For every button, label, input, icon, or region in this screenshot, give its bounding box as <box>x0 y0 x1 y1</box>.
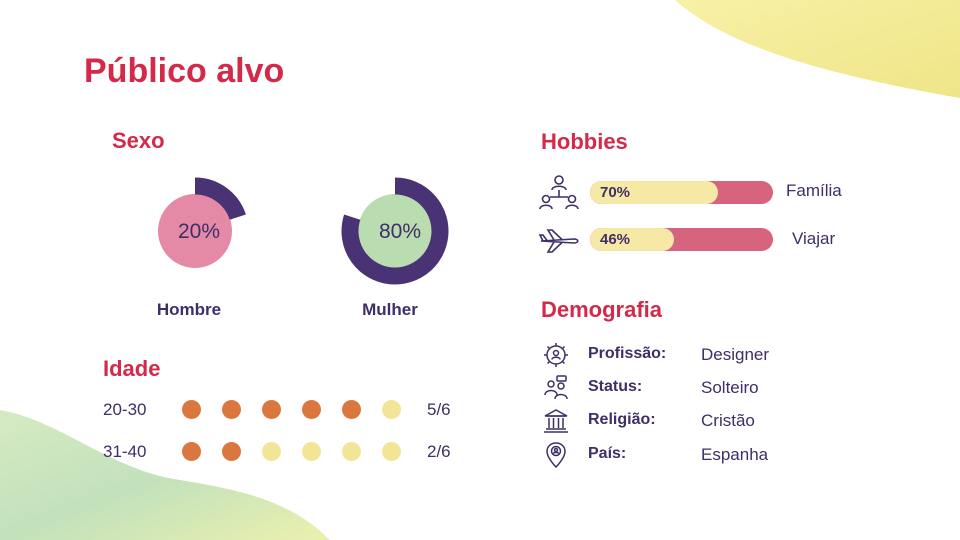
demo-value: Designer <box>701 345 770 364</box>
hobbies-heading: Hobbies <box>541 129 628 154</box>
donut-mulher <box>341 177 449 285</box>
donut-hombre-percent: 20% <box>177 220 221 243</box>
demo-value: Cristão <box>701 411 755 430</box>
airplane-icon <box>538 229 579 253</box>
demo-value: Espanha <box>701 445 769 464</box>
hobby-percent: 70% <box>600 184 631 201</box>
age-dot-filled <box>222 442 241 461</box>
idade-heading: Idade <box>103 356 161 381</box>
age-dot-filled <box>182 400 201 419</box>
donut-mulher-percent: 80% <box>378 220 422 243</box>
temple-icon <box>544 409 568 433</box>
demo-key: Profissão: <box>588 345 667 362</box>
age-dot-filled <box>302 400 321 419</box>
age-count: 2/6 <box>427 442 451 461</box>
demo-key: País: <box>588 445 627 462</box>
donut-hombre-arc <box>194 177 246 221</box>
age-range-label: 31-40 <box>103 442 147 461</box>
age-dots-row <box>182 442 402 462</box>
age-dot-filled <box>342 400 361 419</box>
age-dot-filled <box>182 442 201 461</box>
hobby-bar-fill <box>590 228 675 251</box>
age-dot-empty <box>262 442 281 461</box>
age-dot-filled <box>222 400 241 419</box>
age-count: 5/6 <box>427 400 451 419</box>
demo-key: Religião: <box>588 411 656 428</box>
age-dot-empty <box>382 400 401 419</box>
age-dot-empty <box>302 442 321 461</box>
donut-hombre-blob <box>158 194 232 268</box>
donut-mulher-arc <box>341 177 449 285</box>
people-network-icon <box>539 175 579 210</box>
hobby-bar-viajar: 46% <box>590 228 773 251</box>
age-dot-empty <box>342 442 361 461</box>
age-dot-empty <box>382 442 401 461</box>
age-dot-filled <box>262 400 281 419</box>
donut-hombre-label: Hombre <box>156 300 222 319</box>
sexo-heading: Sexo <box>112 128 165 153</box>
hobby-name: Viajar <box>792 229 836 248</box>
page-title: Público alvo <box>84 52 285 90</box>
donut-mulher-blob <box>358 194 432 268</box>
couple-icon <box>544 375 568 400</box>
hobby-percent: 46% <box>600 231 631 248</box>
donut-mulher-label: Mulher <box>362 300 418 319</box>
demo-value: Solteiro <box>701 378 759 397</box>
age-dots-row <box>182 400 402 420</box>
hobby-name: Família <box>786 181 842 200</box>
location-pin-icon <box>546 442 566 469</box>
demo-key: Status: <box>588 378 643 395</box>
hobby-bar-familia: 70% <box>590 181 773 204</box>
demografia-heading: Demografia <box>541 297 663 322</box>
age-range-label: 20-30 <box>103 400 147 419</box>
gear-person-icon <box>544 343 568 367</box>
hobby-bar-fill <box>590 181 719 204</box>
donut-hombre <box>158 177 246 268</box>
